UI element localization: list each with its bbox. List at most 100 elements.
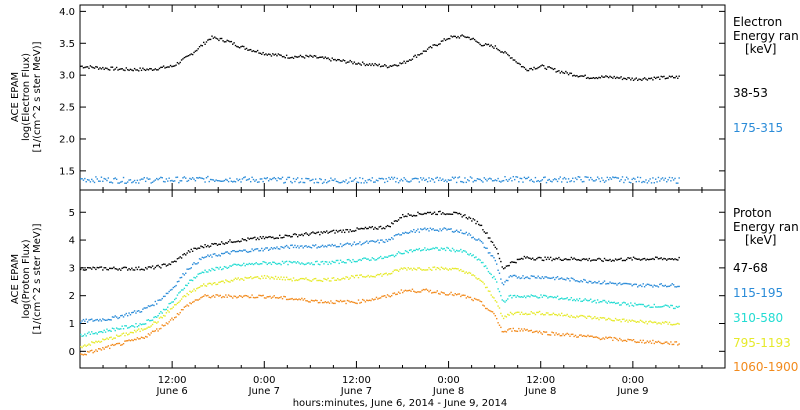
- point-0-1: [594, 180, 596, 182]
- point-1-3: [453, 267, 455, 270]
- point-0-0: [531, 69, 534, 71]
- point-1-3: [461, 270, 463, 273]
- point-1-2: [85, 335, 87, 337]
- point-0-1: [555, 178, 557, 181]
- point-1-4: [422, 288, 425, 291]
- point-1-4: [263, 297, 266, 299]
- point-0-0: [501, 51, 503, 53]
- point-1-2: [281, 260, 284, 263]
- point-1-2: [476, 259, 479, 261]
- point-1-3: [660, 323, 662, 325]
- point-1-4: [136, 337, 139, 339]
- point-1-4: [272, 296, 274, 298]
- point-1-2: [638, 303, 640, 306]
- point-0-1: [392, 178, 394, 180]
- electron-ylabel-line2: log(Electron Flux): [21, 53, 32, 141]
- point-1-4: [556, 333, 559, 336]
- point-1-2: [81, 335, 83, 338]
- point-1-0: [324, 231, 327, 234]
- point-1-2: [335, 259, 338, 262]
- point-1-3: [606, 318, 608, 321]
- point-1-4: [460, 295, 462, 298]
- point-1-0: [291, 235, 293, 238]
- point-1-1: [414, 231, 416, 233]
- point-1-3: [545, 312, 548, 314]
- point-1-2: [526, 295, 528, 297]
- point-1-4: [203, 295, 205, 297]
- point-1-0: [473, 219, 476, 221]
- point-1-4: [100, 349, 103, 351]
- point-1-4: [627, 338, 629, 341]
- point-1-1: [406, 232, 408, 234]
- point-0-0: [509, 57, 512, 59]
- x-tick-time-4: 12:00: [526, 375, 555, 386]
- point-1-2: [560, 297, 563, 299]
- point-0-1: [172, 180, 175, 182]
- point-1-0: [266, 236, 268, 239]
- point-1-2: [255, 262, 257, 264]
- point-1-3: [313, 278, 315, 280]
- point-1-0: [457, 213, 459, 215]
- point-1-3: [316, 279, 318, 282]
- point-1-2: [410, 249, 412, 251]
- point-1-1: [494, 259, 497, 262]
- point-0-0: [99, 67, 101, 69]
- point-0-0: [191, 53, 194, 56]
- point-1-4: [599, 338, 602, 341]
- point-0-0: [230, 40, 233, 43]
- point-1-1: [518, 276, 520, 278]
- point-1-0: [504, 267, 506, 269]
- point-0-1: [379, 177, 382, 180]
- point-1-4: [345, 302, 347, 305]
- point-0-0: [417, 54, 419, 56]
- point-0-0: [537, 66, 539, 69]
- point-0-1: [280, 178, 282, 180]
- point-1-4: [334, 302, 336, 305]
- point-1-0: [442, 212, 444, 214]
- proton-ylabel-line3: [1/(cm^2 s ster MeV)]: [32, 223, 43, 334]
- point-0-0: [262, 51, 264, 54]
- point-0-0: [292, 57, 295, 59]
- point-1-3: [584, 316, 586, 318]
- point-1-4: [424, 289, 426, 291]
- point-1-4: [625, 340, 628, 342]
- point-1-1: [342, 244, 345, 246]
- point-1-4: [103, 348, 105, 350]
- point-1-0: [421, 213, 423, 216]
- point-1-0: [496, 248, 498, 250]
- point-1-0: [299, 234, 302, 236]
- point-0-1: [484, 178, 487, 181]
- point-1-2: [444, 249, 447, 252]
- point-1-3: [634, 320, 636, 322]
- point-0-1: [641, 181, 643, 184]
- point-1-3: [407, 267, 409, 269]
- point-1-3: [180, 298, 183, 300]
- point-1-4: [128, 339, 130, 341]
- point-1-0: [661, 258, 664, 261]
- point-1-0: [216, 244, 219, 246]
- point-1-0: [335, 229, 338, 232]
- point-1-4: [291, 297, 293, 300]
- point-1-4: [296, 299, 299, 301]
- point-0-0: [233, 42, 235, 44]
- point-1-1: [525, 276, 527, 279]
- point-1-3: [595, 317, 597, 320]
- point-1-0: [493, 244, 495, 246]
- point-1-2: [156, 316, 158, 318]
- point-1-3: [487, 290, 490, 292]
- point-1-4: [245, 295, 248, 297]
- point-1-2: [339, 259, 342, 261]
- point-1-3: [529, 313, 531, 315]
- point-0-0: [462, 35, 465, 37]
- point-1-3: [646, 323, 649, 325]
- point-1-3: [342, 277, 345, 279]
- point-1-1: [426, 227, 429, 230]
- point-1-3: [301, 277, 303, 280]
- point-1-0: [540, 257, 542, 259]
- point-1-1: [576, 280, 578, 282]
- point-1-0: [88, 267, 90, 269]
- point-1-0: [323, 230, 325, 233]
- point-1-2: [162, 308, 165, 311]
- point-1-2: [569, 298, 571, 301]
- point-1-4: [632, 339, 635, 341]
